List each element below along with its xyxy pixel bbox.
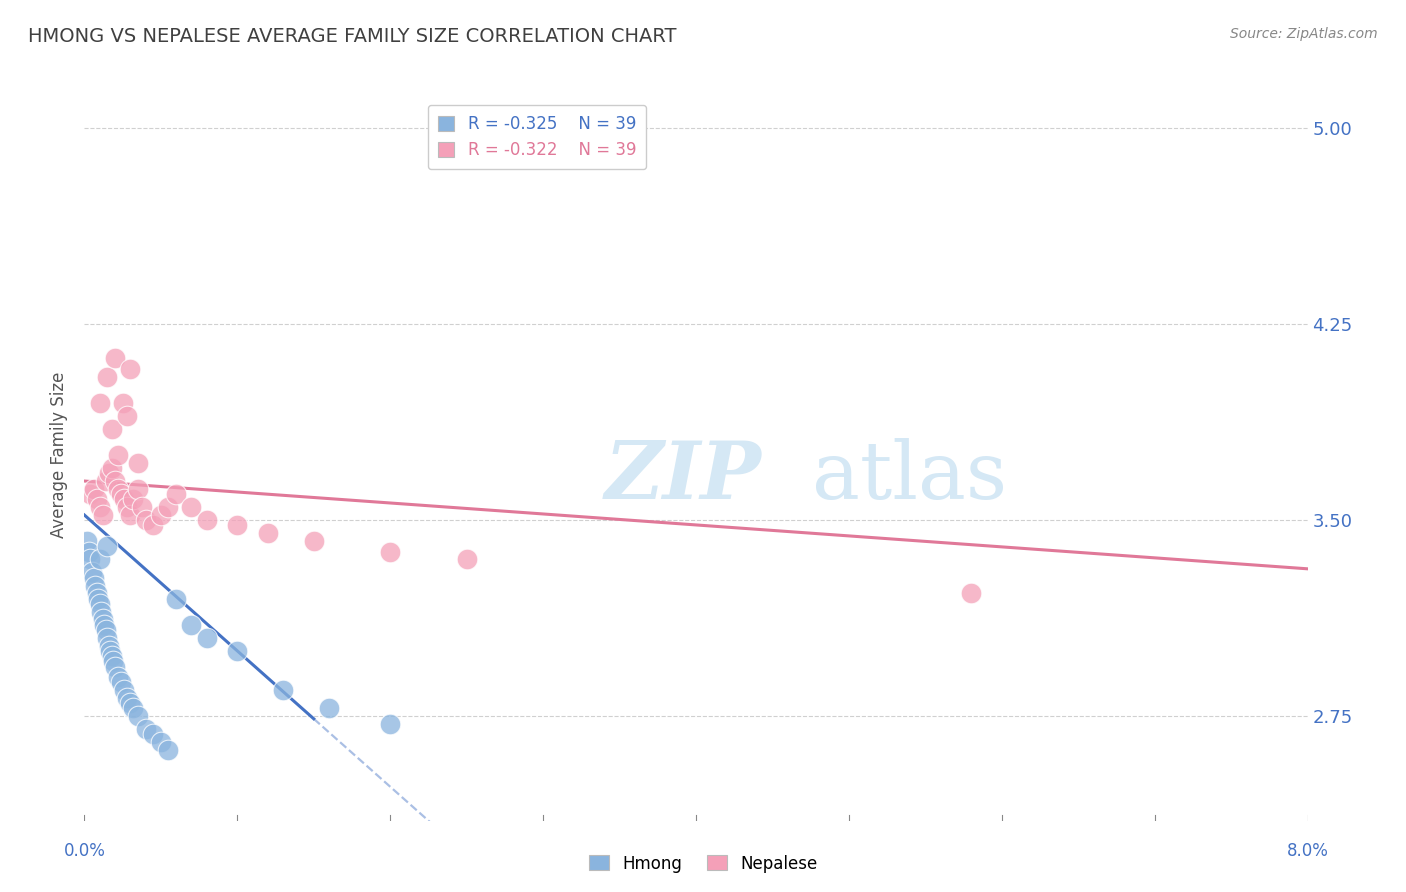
Point: [91, 508, 114, 522]
Point: [135, 722, 157, 736]
Point: [91, 612, 114, 626]
Point: [149, 735, 172, 749]
Point: [271, 683, 294, 698]
Point: [86, 586, 108, 600]
Text: 8.0%: 8.0%: [1286, 841, 1329, 860]
Point: [94, 623, 117, 637]
Point: [110, 675, 132, 690]
Point: [195, 513, 218, 527]
Point: [101, 422, 124, 436]
Point: [122, 492, 145, 507]
Point: [120, 508, 142, 522]
Point: [257, 526, 280, 541]
Point: [115, 409, 138, 423]
Point: [89, 395, 111, 409]
Point: [107, 670, 129, 684]
Point: [142, 518, 165, 533]
Point: [101, 461, 124, 475]
Point: [77, 544, 100, 558]
Point: [127, 709, 149, 723]
Point: [103, 654, 125, 668]
Point: [112, 492, 135, 507]
Point: [135, 513, 157, 527]
Point: [89, 552, 111, 566]
Point: [380, 717, 402, 731]
Point: [96, 369, 118, 384]
Point: [89, 500, 111, 515]
Point: [83, 571, 105, 585]
Point: [104, 474, 127, 488]
Point: [84, 578, 107, 592]
Point: [96, 631, 118, 645]
Point: [83, 482, 105, 496]
Point: [101, 648, 124, 663]
Text: ZIP: ZIP: [605, 438, 761, 516]
Point: [131, 500, 153, 515]
Point: [180, 617, 202, 632]
Point: [96, 539, 118, 553]
Point: [89, 597, 111, 611]
Point: [115, 690, 138, 705]
Point: [122, 701, 145, 715]
Point: [94, 474, 117, 488]
Point: [149, 508, 172, 522]
Point: [107, 448, 129, 462]
Point: [104, 659, 127, 673]
Text: atlas: atlas: [813, 438, 1007, 516]
Point: [110, 487, 132, 501]
Point: [302, 534, 325, 549]
Point: [87, 591, 110, 606]
Point: [226, 518, 249, 533]
Point: [127, 456, 149, 470]
Point: [180, 500, 202, 515]
Point: [142, 727, 165, 741]
Point: [97, 639, 120, 653]
Y-axis label: Average Family Size: Average Family Size: [51, 372, 69, 538]
Point: [456, 552, 478, 566]
Point: [318, 701, 340, 715]
Point: [960, 586, 983, 600]
Text: 0.0%: 0.0%: [63, 841, 105, 860]
Point: [120, 361, 142, 376]
Point: [115, 500, 138, 515]
Point: [165, 591, 187, 606]
Point: [127, 482, 149, 496]
Point: [97, 466, 120, 480]
Point: [104, 351, 127, 366]
Point: [90, 605, 112, 619]
Legend: R = -0.325    N = 39, R = -0.322    N = 39: R = -0.325 N = 39, R = -0.322 N = 39: [427, 105, 647, 169]
Point: [98, 644, 121, 658]
Point: [86, 492, 108, 507]
Point: [380, 544, 402, 558]
Point: [80, 566, 103, 580]
Point: [120, 696, 142, 710]
Point: [157, 743, 180, 757]
Point: [157, 500, 180, 515]
Point: [76, 534, 98, 549]
Point: [195, 631, 218, 645]
Point: [226, 644, 249, 658]
Point: [165, 487, 187, 501]
Text: HMONG VS NEPALESE AVERAGE FAMILY SIZE CORRELATION CHART: HMONG VS NEPALESE AVERAGE FAMILY SIZE CO…: [28, 27, 676, 45]
Text: Source: ZipAtlas.com: Source: ZipAtlas.com: [1230, 27, 1378, 41]
Point: [111, 395, 134, 409]
Point: [107, 482, 129, 496]
Point: [79, 552, 101, 566]
Legend: Hmong, Nepalese: Hmong, Nepalese: [582, 848, 824, 880]
Point: [112, 683, 135, 698]
Point: [93, 617, 115, 632]
Point: [79, 487, 101, 501]
